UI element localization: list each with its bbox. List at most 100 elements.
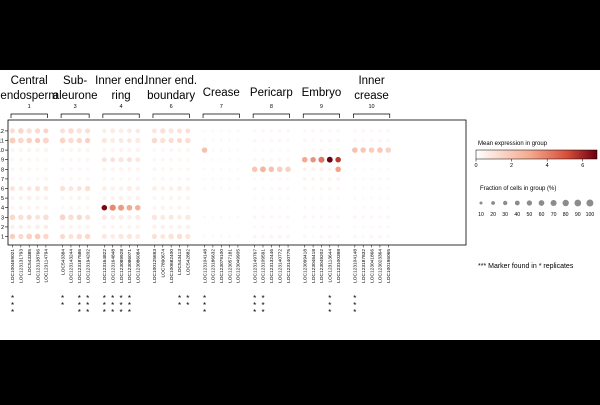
group-number: 4 <box>120 104 123 110</box>
dot-mark <box>201 147 208 153</box>
dot-mark <box>152 128 157 134</box>
replicate-star: * <box>11 294 14 303</box>
dot-mark <box>320 225 323 229</box>
dot-mark <box>34 233 41 240</box>
size-legend-dot <box>479 201 483 205</box>
dot-mark <box>85 157 90 162</box>
dot-mark <box>77 148 82 153</box>
figure-background <box>0 70 600 340</box>
dot-mark <box>185 233 191 240</box>
dot-mark <box>303 234 307 239</box>
dot-mark <box>360 147 366 153</box>
dot-mark <box>261 177 265 181</box>
dot-mark <box>127 224 132 230</box>
gene-label: LOC123041866 <box>369 249 375 283</box>
replicate-footnote: *** Marker found in * replicates <box>478 263 574 270</box>
gene-label: LOC123023364 <box>378 249 384 283</box>
dot-mark <box>35 214 41 220</box>
dot-mark <box>277 234 282 239</box>
dot-mark <box>68 167 73 172</box>
dot-mark <box>302 138 307 143</box>
dot-mark <box>377 147 383 153</box>
dot-mark <box>361 167 365 171</box>
dot-mark <box>286 138 290 143</box>
dot-mark <box>361 177 365 181</box>
dot-mark <box>361 158 365 162</box>
replicate-star: * <box>78 308 81 317</box>
gene-label: LOC123086071 <box>127 249 133 283</box>
dot-mark <box>102 148 107 153</box>
dot-mark <box>311 215 315 220</box>
dot-mark <box>278 177 282 181</box>
dot-mark <box>286 186 290 191</box>
dot-mark <box>35 147 40 153</box>
dot-mark <box>211 187 215 190</box>
dot-mark <box>177 196 182 201</box>
dot-mark <box>68 148 73 153</box>
group-name: Sub- <box>63 75 87 87</box>
dot-mark <box>110 176 115 181</box>
dot-mark <box>68 224 74 230</box>
dot-mark <box>386 167 390 171</box>
dot-mark <box>152 205 157 210</box>
replicate-star: * <box>203 301 206 310</box>
gene-label: LOC123143244 <box>69 249 75 283</box>
dot-mark <box>101 186 107 191</box>
dot-mark <box>285 166 291 173</box>
gene-label: LOC123187832 <box>361 249 367 283</box>
dot-mark <box>118 233 124 240</box>
group-bracket <box>302 113 340 118</box>
dot-mark <box>318 156 325 163</box>
dot-mark <box>228 186 232 191</box>
dot-mark <box>102 176 107 181</box>
dot-mark <box>328 196 332 200</box>
replicate-star: * <box>119 308 122 317</box>
dot-mark <box>236 186 240 191</box>
group-name: Embryo <box>302 87 342 99</box>
dot-mark <box>261 158 265 162</box>
size-legend-dot <box>550 199 557 207</box>
group-number: 9 <box>320 104 323 110</box>
dot-mark <box>228 177 232 181</box>
dot-mark <box>85 224 90 230</box>
replicate-star: * <box>61 294 64 303</box>
dot-mark <box>35 195 40 201</box>
dot-mark <box>35 224 40 230</box>
dot-mark <box>302 215 307 220</box>
y-tick-label: 6 <box>1 187 4 193</box>
group-bracket <box>353 113 391 118</box>
dot-mark <box>77 195 82 201</box>
dot-mark <box>286 148 290 152</box>
dot-mark <box>269 206 273 210</box>
dot-mark <box>319 196 324 200</box>
dot-mark <box>18 196 23 201</box>
dot-mark <box>127 177 132 181</box>
dot-mark <box>361 215 365 220</box>
dot-mark <box>311 225 315 229</box>
dot-mark <box>261 196 265 200</box>
dot-mark <box>328 129 332 133</box>
dot-mark <box>27 148 32 153</box>
dot-mark <box>386 138 391 143</box>
size-legend-label: 60 <box>539 212 545 218</box>
dot-mark <box>10 176 15 181</box>
dot-mark <box>336 148 340 152</box>
dot-mark <box>286 225 290 229</box>
dot-mark <box>126 204 133 211</box>
gene-label: LOC7890674 <box>161 249 167 278</box>
dot-mark <box>135 148 140 153</box>
dot-mark <box>152 148 157 153</box>
dot-mark <box>77 157 82 162</box>
dot-mark <box>261 215 265 220</box>
y-tick-label: 2 <box>1 225 4 231</box>
dot-mark <box>110 224 115 229</box>
dot-mark <box>228 139 232 142</box>
dot-mark <box>27 167 32 172</box>
dot-mark <box>17 137 24 144</box>
dot-mark <box>168 186 174 191</box>
dot-mark <box>386 196 390 200</box>
dot-mark <box>160 176 165 181</box>
dot-mark <box>211 158 215 162</box>
y-tick-label: 1 <box>1 235 4 241</box>
size-legend-dot <box>538 200 545 206</box>
